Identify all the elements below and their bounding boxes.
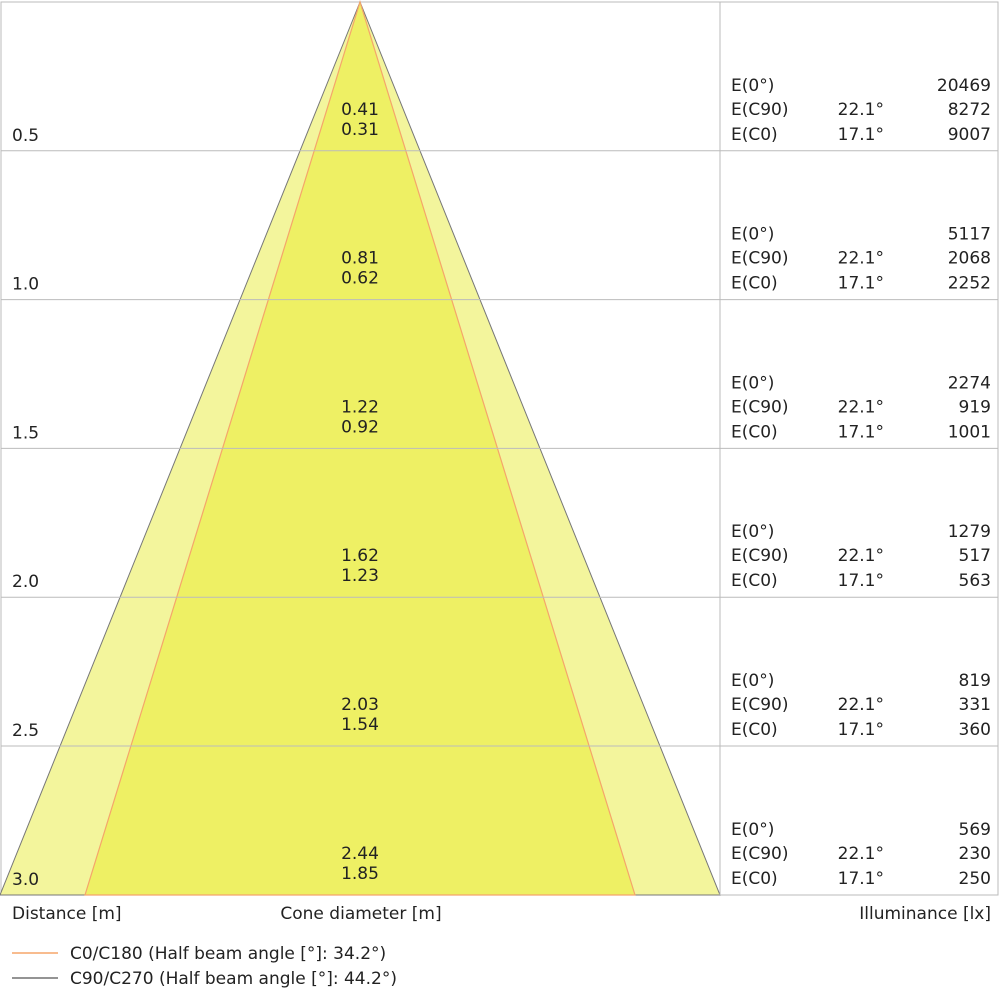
legend-c90: C90/C270 (Half beam angle [°]: 44.2°) [70, 969, 397, 989]
distance: 2.5 [12, 721, 39, 741]
e0-label: E(0°) [731, 820, 774, 840]
ec90-value: 8272 [948, 100, 991, 120]
e0-label: E(0°) [731, 373, 774, 393]
c90-diameter: 1.62 [341, 546, 379, 566]
ec90-value: 331 [959, 695, 991, 715]
c0-diameter: 1.54 [341, 715, 379, 735]
e0-value: 1279 [948, 522, 991, 542]
ec90-label: E(C90) [731, 546, 789, 566]
c0-diameter: 0.92 [341, 417, 379, 437]
c0-angle: 17.1° [838, 720, 884, 740]
ec0-label: E(C0) [731, 125, 778, 145]
ec0-label: E(C0) [731, 422, 778, 442]
ec0-value: 563 [959, 571, 991, 591]
ec0-value: 2252 [948, 274, 991, 294]
ec0-value: 9007 [948, 125, 991, 145]
e0-label: E(0°) [731, 76, 774, 96]
distance: 0.5 [12, 126, 39, 146]
c0-angle: 17.1° [838, 274, 884, 294]
c0-diameter: 0.31 [341, 120, 379, 140]
c0-angle: 17.1° [838, 125, 884, 145]
e0-label: E(0°) [731, 522, 774, 542]
c0-angle: 17.1° [838, 571, 884, 591]
e0-label: E(0°) [731, 671, 774, 691]
e0-label: E(0°) [731, 225, 774, 245]
c90-angle: 22.1° [838, 100, 884, 120]
ec0-label: E(C0) [731, 720, 778, 740]
c90-diameter: 1.22 [341, 397, 379, 417]
footer-distance: Distance [m] [12, 904, 122, 924]
ec0-value: 360 [959, 720, 991, 740]
distance: 1.0 [12, 275, 39, 295]
c0-diameter: 1.23 [341, 566, 379, 586]
e0-value: 2274 [948, 373, 991, 393]
ec90-label: E(C90) [731, 249, 789, 269]
ec90-label: E(C90) [731, 100, 789, 120]
legend-c0: C0/C180 (Half beam angle [°]: 34.2°) [70, 944, 386, 964]
c90-angle: 22.1° [838, 695, 884, 715]
ec0-label: E(C0) [731, 869, 778, 889]
c90-diameter: 2.03 [341, 695, 379, 715]
e0-value: 20469 [937, 76, 991, 96]
ec90-value: 919 [959, 397, 991, 417]
ec0-value: 250 [959, 869, 991, 889]
e0-value: 819 [959, 671, 991, 691]
ec90-label: E(C90) [731, 695, 789, 715]
footer-cone: Cone diameter [m] [280, 904, 441, 924]
c0-angle: 17.1° [838, 422, 884, 442]
distance: 1.5 [12, 423, 39, 443]
c0-diameter: 0.62 [341, 269, 379, 289]
c90-angle: 22.1° [838, 844, 884, 864]
ec90-label: E(C90) [731, 397, 789, 417]
distance: 2.0 [12, 572, 39, 592]
c90-angle: 22.1° [838, 397, 884, 417]
footer-illuminance: Illuminance [lx] [859, 904, 991, 924]
c0-diameter: 1.85 [341, 864, 379, 884]
ec0-label: E(C0) [731, 571, 778, 591]
ec90-value: 230 [959, 844, 991, 864]
c0-angle: 17.1° [838, 869, 884, 889]
ec0-label: E(C0) [731, 274, 778, 294]
ec90-label: E(C90) [731, 844, 789, 864]
e0-value: 5117 [948, 225, 991, 245]
ec90-value: 517 [959, 546, 991, 566]
c90-angle: 22.1° [838, 249, 884, 269]
e0-value: 569 [959, 820, 991, 840]
c90-angle: 22.1° [838, 546, 884, 566]
c90-diameter: 2.44 [341, 844, 379, 864]
distance: 3.0 [12, 870, 39, 890]
ec90-value: 2068 [948, 249, 991, 269]
ec0-value: 1001 [948, 422, 991, 442]
c90-diameter: 0.41 [341, 100, 379, 120]
rows: 0.5 0.410.31 E(0°) 20469 E(C90) 22.1° 8272 E(C0… [1, 76, 998, 890]
c90-diameter: 0.81 [341, 249, 379, 269]
